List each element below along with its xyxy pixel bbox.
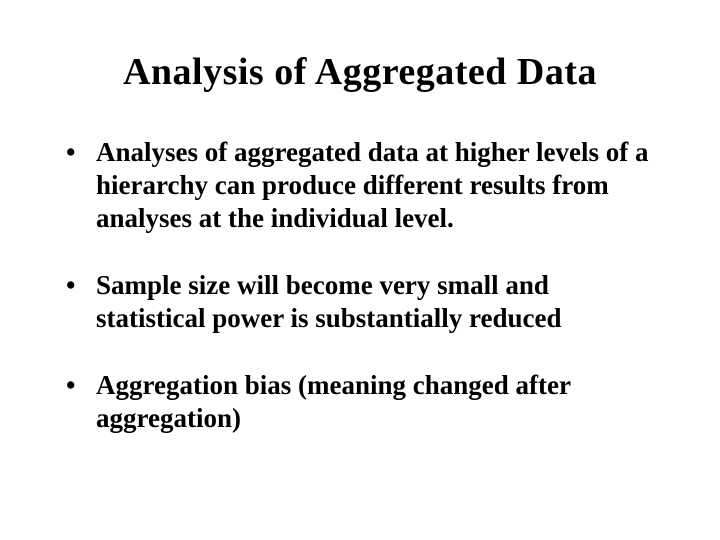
bullet-item: Analyses of aggregated data at higher le… bbox=[60, 136, 660, 235]
slide: Analysis of Aggregated Data Analyses of … bbox=[0, 0, 720, 540]
slide-title: Analysis of Aggregated Data bbox=[60, 50, 660, 94]
bullet-item: Sample size will become very small and s… bbox=[60, 269, 660, 335]
bullet-list: Analyses of aggregated data at higher le… bbox=[60, 136, 660, 435]
bullet-item: Aggregation bias (meaning changed after … bbox=[60, 369, 660, 435]
